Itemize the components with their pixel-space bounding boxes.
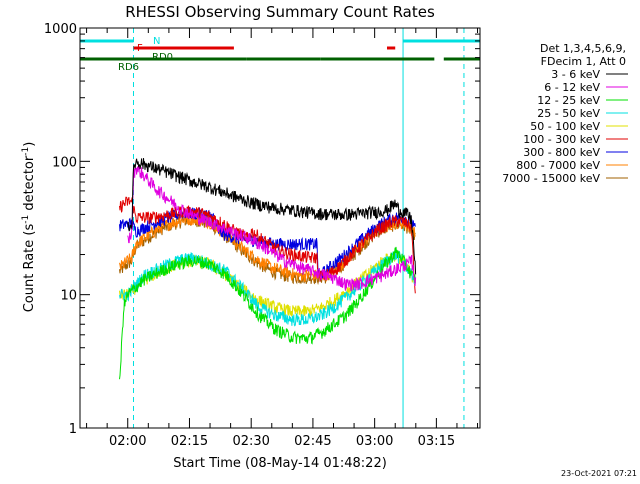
x-tick-label-5: 03:15	[418, 434, 455, 449]
legend-entry-1: 6 - 12 keV	[544, 81, 600, 94]
annotation-n: N	[153, 36, 160, 47]
legend-header-1: FDecim 1, Att 0	[541, 55, 626, 68]
legend-entry-6: 300 - 800 keV	[523, 146, 600, 159]
x-tick-label-0: 02:00	[109, 434, 146, 449]
legend-entry-5: 100 - 300 keV	[523, 133, 600, 146]
x-tick-label-3: 02:45	[294, 434, 331, 449]
series-line-3-6-kev	[127, 158, 417, 275]
legend-entry-2: 12 - 25 keV	[537, 94, 600, 107]
chart-title: RHESSI Observing Summary Count Rates	[125, 3, 435, 21]
plot-frame	[79, 27, 481, 429]
legend-entry-8: 7000 - 15000 keV	[502, 172, 600, 185]
series-line-100-300-kev	[119, 196, 416, 294]
plot-area: NF RD0 RD6 1 10 100 1000 02:00 02:15 02:30 02:45 03…	[44, 22, 481, 449]
series-line-12-25-kev	[119, 246, 416, 380]
y-axis-label: Count Rate (s-1 detector-1)	[21, 142, 37, 313]
y-axis-label-end: )	[22, 142, 37, 147]
y-axis-label-main: Count Rate (s	[22, 224, 37, 313]
legend: Det 1,3,4,5,6,9,FDecim 1, Att 03 - 6 keV…	[502, 42, 628, 185]
series-line-6-12-kev	[127, 165, 417, 292]
y-tick-label-0: 1	[69, 422, 77, 437]
series-line-50-100-kev	[119, 250, 416, 318]
legend-entry-4: 50 - 100 keV	[530, 120, 600, 133]
y-tick-label-2: 100	[52, 155, 77, 170]
series-line-7000-15000-kev	[119, 214, 416, 286]
annotation-rd6: RD6	[118, 62, 139, 73]
y-tick-label-3: 1000	[44, 22, 77, 37]
x-tick-label-2: 02:30	[232, 434, 269, 449]
legend-header-0: Det 1,3,4,5,6,9,	[540, 42, 626, 55]
legend-entry-7: 800 - 7000 keV	[516, 159, 600, 172]
annotation-rd0: RD0	[152, 52, 173, 63]
y-axis-label-sup2: -1	[21, 147, 31, 156]
legend-entry-3: 25 - 50 keV	[537, 107, 600, 120]
legend-entry-0: 3 - 6 keV	[551, 68, 600, 81]
x-axis-label: Start Time (08-May-14 01:48:22)	[173, 456, 387, 471]
y-tick-label-1: 10	[60, 289, 77, 304]
x-tick-label-1: 02:15	[171, 434, 208, 449]
y-axis-label-sup1: -1	[21, 215, 31, 224]
annotation-f: F	[137, 43, 143, 54]
footer-timestamp: 23-Oct-2021 07:21	[561, 469, 637, 478]
x-tick-label-4: 03:00	[356, 434, 393, 449]
y-axis-label-mid: detector	[22, 155, 37, 215]
